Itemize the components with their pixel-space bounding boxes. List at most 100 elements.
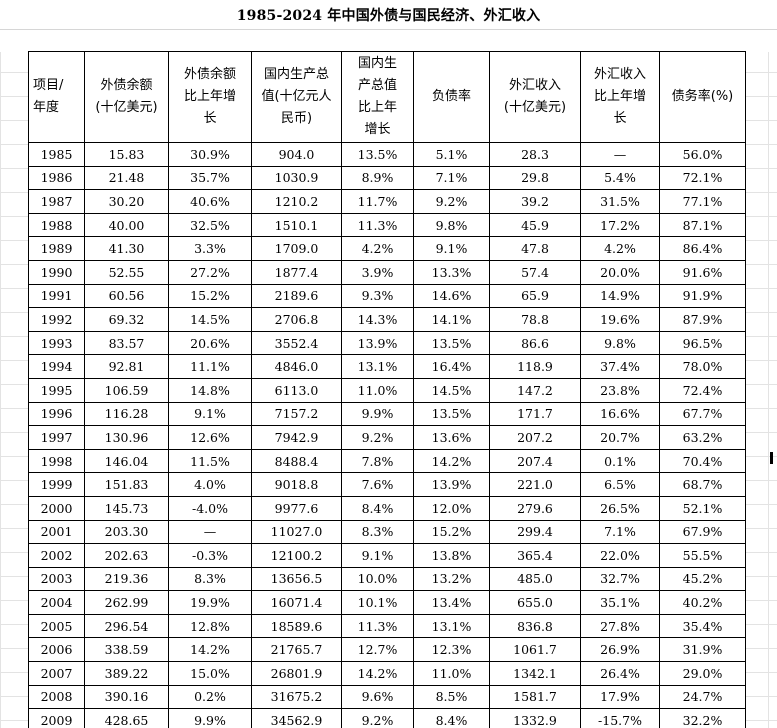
table-cell[interactable]: 1210.2	[251, 189, 342, 214]
table-cell[interactable]: 32.7%	[580, 566, 660, 592]
table-cell[interactable]: 1061.7	[489, 637, 581, 663]
table-cell[interactable]: 45.9	[489, 212, 581, 238]
table-cell[interactable]: 30.20	[84, 189, 169, 214]
table-cell[interactable]: 3.3%	[168, 236, 252, 261]
table-cell[interactable]: 8.9%	[341, 165, 414, 191]
table-cell[interactable]: 7.8%	[341, 448, 414, 474]
table-cell[interactable]: 87.9%	[659, 307, 746, 332]
table-cell[interactable]: 41.30	[84, 236, 169, 261]
table-cell[interactable]: 1342.1	[489, 661, 581, 686]
table-cell[interactable]: 11.3%	[341, 613, 414, 639]
table-cell[interactable]: 34562.9	[251, 708, 342, 728]
table-cell[interactable]: 19.9%	[168, 590, 252, 615]
table-cell[interactable]: 19.6%	[580, 307, 660, 332]
table-cell[interactable]: 13.9%	[341, 330, 414, 356]
table-cell[interactable]: -0.3%	[168, 543, 252, 568]
table-cell[interactable]: 13.8%	[413, 543, 490, 568]
table-cell[interactable]: 485.0	[489, 566, 581, 592]
table-cell[interactable]: 13.5%	[413, 330, 490, 356]
table-cell[interactable]: 47.8	[489, 236, 581, 261]
table-cell[interactable]: 17.9%	[580, 684, 660, 710]
table-cell[interactable]: 21.48	[84, 165, 169, 191]
table-cell[interactable]: 2189.6	[251, 283, 342, 309]
table-cell[interactable]: 16.6%	[580, 401, 660, 427]
table-cell[interactable]: 11027.0	[251, 519, 342, 545]
table-cell[interactable]: 4.2%	[580, 236, 660, 261]
table-cell[interactable]: 12.3%	[413, 637, 490, 663]
table-cell[interactable]: 15.0%	[168, 661, 252, 686]
table-cell[interactable]: 28.3	[489, 142, 581, 167]
table-cell[interactable]: 262.99	[84, 590, 169, 615]
table-cell[interactable]: 86.4%	[659, 236, 746, 261]
table-cell[interactable]: 7.6%	[341, 472, 414, 497]
table-cell[interactable]: 8.5%	[413, 684, 490, 710]
table-cell[interactable]: 18589.6	[251, 613, 342, 639]
table-cell[interactable]: 7157.2	[251, 401, 342, 427]
table-cell[interactable]: 14.8%	[168, 377, 252, 403]
table-cell[interactable]: 16071.4	[251, 590, 342, 615]
table-cell[interactable]: 40.00	[84, 212, 169, 238]
table-cell[interactable]: —	[168, 519, 252, 545]
table-cell[interactable]: 13.3%	[413, 259, 490, 285]
table-cell[interactable]: 20.0%	[580, 259, 660, 285]
year-cell[interactable]: 2007	[28, 661, 85, 686]
table-cell[interactable]: 12.0%	[413, 495, 490, 521]
table-cell[interactable]: 9.8%	[413, 212, 490, 238]
year-cell[interactable]: 2003	[28, 566, 85, 592]
table-cell[interactable]: 16.4%	[413, 354, 490, 379]
table-cell[interactable]: 10.0%	[341, 566, 414, 592]
table-cell[interactable]: 14.6%	[413, 283, 490, 309]
table-cell[interactable]: 14.9%	[580, 283, 660, 309]
year-cell[interactable]: 1988	[28, 212, 85, 238]
table-cell[interactable]: 5.1%	[413, 142, 490, 167]
table-cell[interactable]: 32.2%	[659, 708, 746, 728]
column-header[interactable]: 外债余额 (十亿美元)	[84, 51, 169, 143]
table-cell[interactable]: 1877.4	[251, 259, 342, 285]
table-cell[interactable]: 3.9%	[341, 259, 414, 285]
table-cell[interactable]: 8.4%	[341, 495, 414, 521]
column-header[interactable]: 债务率(%)	[659, 51, 746, 143]
table-cell[interactable]: 69.32	[84, 307, 169, 332]
table-cell[interactable]: -15.7%	[580, 708, 660, 728]
table-cell[interactable]: 26801.9	[251, 661, 342, 686]
year-cell[interactable]: 2002	[28, 543, 85, 568]
table-cell[interactable]: 7942.9	[251, 425, 342, 450]
table-cell[interactable]: 1510.1	[251, 212, 342, 238]
table-cell[interactable]: 9.9%	[168, 708, 252, 728]
table-cell[interactable]: 221.0	[489, 472, 581, 497]
table-cell[interactable]: 35.7%	[168, 165, 252, 191]
table-cell[interactable]: 60.56	[84, 283, 169, 309]
year-cell[interactable]: 1986	[28, 165, 85, 191]
table-cell[interactable]: 57.4	[489, 259, 581, 285]
year-cell[interactable]: 1992	[28, 307, 85, 332]
table-cell[interactable]: 29.0%	[659, 661, 746, 686]
table-cell[interactable]: 13.9%	[413, 472, 490, 497]
table-cell[interactable]: 91.9%	[659, 283, 746, 309]
table-cell[interactable]: 17.2%	[580, 212, 660, 238]
table-cell[interactable]: 116.28	[84, 401, 169, 427]
table-cell[interactable]: 106.59	[84, 377, 169, 403]
table-cell[interactable]: 12100.2	[251, 543, 342, 568]
table-cell[interactable]: 11.0%	[341, 377, 414, 403]
table-cell[interactable]: 365.4	[489, 543, 581, 568]
table-cell[interactable]: 77.1%	[659, 189, 746, 214]
year-cell[interactable]: 1997	[28, 425, 85, 450]
table-cell[interactable]: 70.4%	[659, 448, 746, 474]
table-cell[interactable]: 14.3%	[341, 307, 414, 332]
table-cell[interactable]: 39.2	[489, 189, 581, 214]
blank-row[interactable]	[0, 29, 777, 52]
table-cell[interactable]: —	[580, 142, 660, 167]
table-cell[interactable]: 15.83	[84, 142, 169, 167]
table-cell[interactable]: 219.36	[84, 566, 169, 592]
table-cell[interactable]: 32.5%	[168, 212, 252, 238]
table-cell[interactable]: 9977.6	[251, 495, 342, 521]
table-cell[interactable]: 207.2	[489, 425, 581, 450]
table-cell[interactable]: 13.5%	[413, 401, 490, 427]
table-cell[interactable]: 904.0	[251, 142, 342, 167]
table-cell[interactable]: 11.3%	[341, 212, 414, 238]
table-cell[interactable]: 37.4%	[580, 354, 660, 379]
table-cell[interactable]: 13.6%	[413, 425, 490, 450]
year-cell[interactable]: 2006	[28, 637, 85, 663]
table-cell[interactable]: 147.2	[489, 377, 581, 403]
table-cell[interactable]: 9.3%	[341, 283, 414, 309]
